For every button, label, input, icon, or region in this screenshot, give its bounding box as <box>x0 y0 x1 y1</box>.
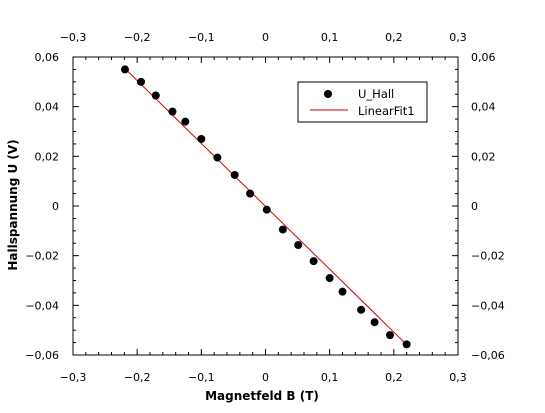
legend-marker-u-hall <box>324 90 332 98</box>
data-point-u-hall <box>246 190 254 198</box>
x-tick-label-bottom: −0,3 <box>60 371 87 384</box>
data-point-u-hall <box>310 257 318 265</box>
y-tick-label-right: 0,06 <box>471 51 496 64</box>
y-axis-title: Hallspannung U (V) <box>6 139 20 270</box>
legend-label-linearfit1: LinearFit1 <box>358 104 415 118</box>
data-point-u-hall <box>213 154 221 162</box>
legend: U_Hall LinearFit1 <box>298 82 427 122</box>
data-point-u-hall <box>326 274 334 282</box>
x-axis-title: Magnetfeld B (T) <box>205 389 319 403</box>
x-tick-label-bottom: −0,2 <box>124 371 151 384</box>
y-tick-label-left: −0,02 <box>25 250 59 263</box>
x-tick-label-top: 0,1 <box>321 31 339 44</box>
y-tick-label-right: 0,04 <box>471 101 496 114</box>
x-tick-label-top: −0,2 <box>124 31 151 44</box>
y-tick-label-right: −0,02 <box>471 250 505 263</box>
y-tick-label-right: −0,06 <box>471 349 505 362</box>
data-point-u-hall <box>357 306 365 314</box>
x-tick-label-top: −0,3 <box>60 31 87 44</box>
x-tick-label-bottom: 0,1 <box>321 371 339 384</box>
data-point-u-hall <box>168 108 176 116</box>
y-tick-label-left: 0,04 <box>35 101 60 114</box>
x-tick-label-top: 0,2 <box>385 31 403 44</box>
data-point-u-hall <box>371 318 379 326</box>
data-point-u-hall <box>121 65 129 73</box>
data-point-u-hall <box>279 226 287 234</box>
data-point-u-hall <box>181 118 189 126</box>
data-point-u-hall <box>197 135 205 143</box>
y-tick-label-right: 0 <box>471 200 478 213</box>
y-tick-label-left: 0 <box>52 200 59 213</box>
y-tick-label-left: −0,06 <box>25 349 59 362</box>
x-tick-label-bottom: −0,1 <box>188 371 215 384</box>
data-point-u-hall <box>403 340 411 348</box>
data-point-u-hall <box>231 171 239 179</box>
data-point-u-hall <box>339 288 347 296</box>
x-tick-label-top: −0,1 <box>188 31 215 44</box>
data-point-u-hall <box>263 206 271 214</box>
x-tick-label-top: 0,3 <box>449 31 467 44</box>
x-tick-label-bottom: 0 <box>262 371 269 384</box>
x-tick-label-top: 0 <box>262 31 269 44</box>
x-tick-label-bottom: 0,3 <box>449 371 467 384</box>
data-point-u-hall <box>137 78 145 86</box>
y-tick-label-left: 0,06 <box>35 51 60 64</box>
data-point-u-hall <box>294 241 302 249</box>
x-tick-label-bottom: 0,2 <box>385 371 403 384</box>
y-tick-label-left: −0,04 <box>25 299 59 312</box>
data-point-u-hall <box>386 331 394 339</box>
data-point-u-hall <box>152 91 160 99</box>
y-tick-label-right: 0,02 <box>471 150 496 163</box>
legend-label-u-hall: U_Hall <box>358 87 394 101</box>
y-tick-label-right: −0,04 <box>471 299 505 312</box>
y-tick-label-left: 0,02 <box>35 150 60 163</box>
